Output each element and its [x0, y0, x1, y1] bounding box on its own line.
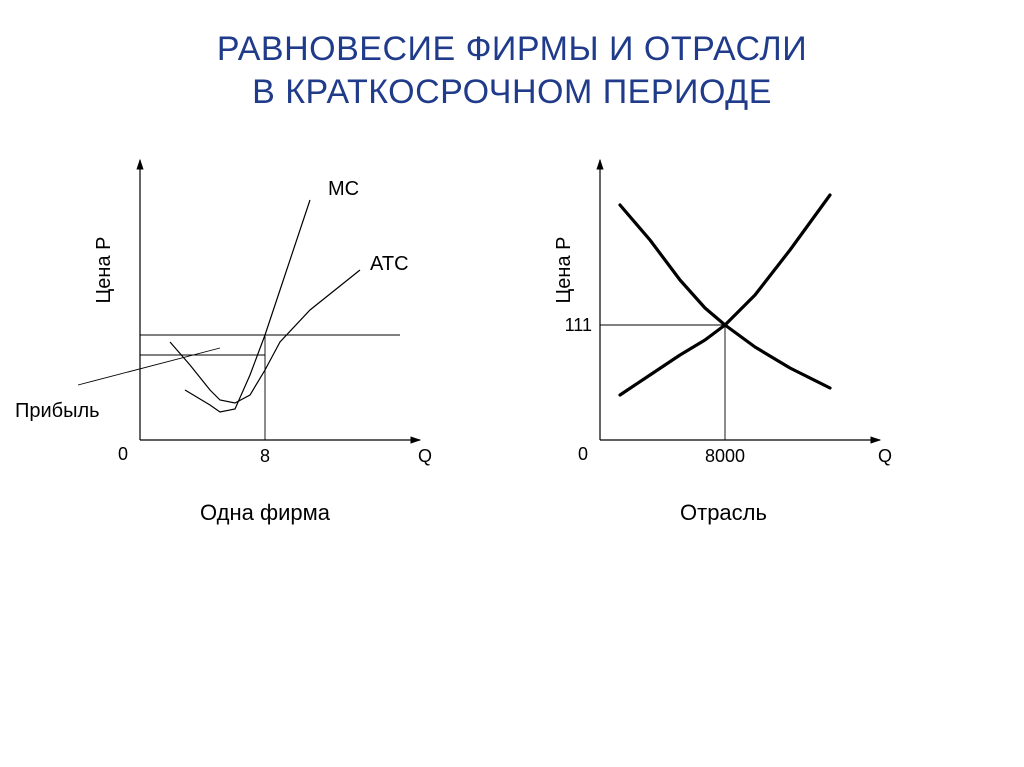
svg-text:Цена P: Цена P — [553, 237, 575, 304]
charts-area: 0QЦена P8MCATC Одна фирма Прибыль 0QЦена… — [60, 150, 964, 650]
svg-text:0: 0 — [578, 444, 588, 464]
chart-industry: 0QЦена P1118000 Отрасль — [530, 150, 910, 495]
slide-title: РАВНОВЕСИЕ ФИРМЫ И ОТРАСЛИ В КРАТКОСРОЧН… — [0, 28, 1024, 113]
svg-text:111: 111 — [565, 315, 592, 335]
svg-text:8: 8 — [260, 446, 270, 466]
svg-text:ATC: ATC — [370, 253, 409, 275]
chart-firm: 0QЦена P8MCATC Одна фирма Прибыль — [70, 150, 450, 495]
profit-label: Прибыль — [15, 400, 100, 423]
svg-text:0: 0 — [118, 444, 128, 464]
chart-industry-subtitle: Отрасль — [680, 500, 767, 526]
svg-text:Q: Q — [878, 446, 892, 466]
chart-firm-subtitle: Одна фирма — [200, 500, 330, 526]
title-line-2: В КРАТКОСРОЧНОМ ПЕРИОДЕ — [252, 73, 772, 111]
svg-text:Q: Q — [418, 446, 432, 466]
svg-text:Цена P: Цена P — [93, 237, 115, 304]
svg-text:8000: 8000 — [705, 446, 745, 466]
svg-text:MC: MC — [328, 178, 359, 200]
title-line-1: РАВНОВЕСИЕ ФИРМЫ И ОТРАСЛИ — [217, 30, 807, 68]
